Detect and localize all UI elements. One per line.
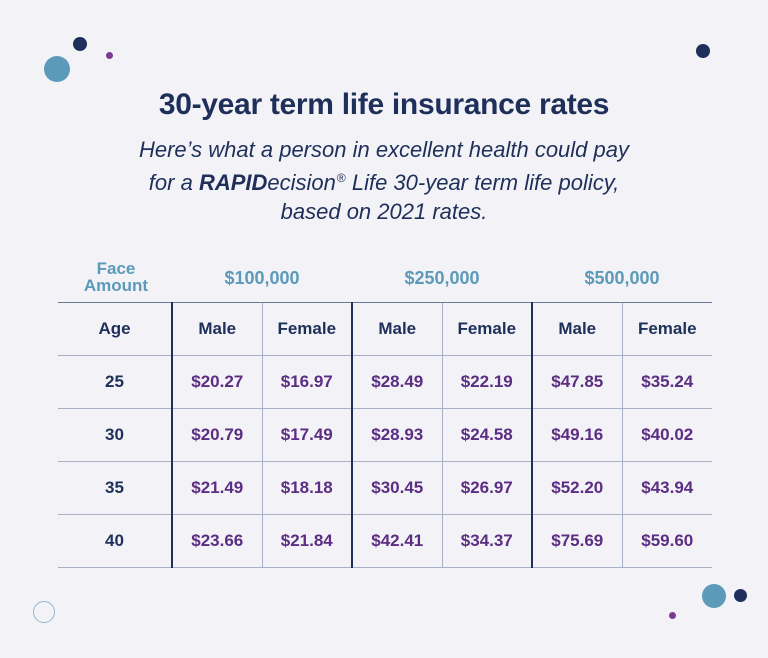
rate-cell: $18.18 — [261, 461, 352, 515]
age-cell: 25 — [58, 355, 172, 409]
brand-name-bold: RAPID — [198, 170, 268, 195]
rate-cell: $20.27 — [171, 355, 262, 409]
face-amount-header: $250,000 — [404, 268, 480, 288]
age-cell: 35 — [58, 461, 172, 515]
rate-cell: $16.97 — [261, 355, 352, 409]
face-amount-header: $100,000 — [224, 268, 300, 288]
face-amount-header: $500,000 — [584, 268, 660, 288]
rate-cell: $43.94 — [621, 461, 712, 515]
subtitle-line-1: Here’s what a person in excellent health… — [138, 137, 629, 162]
rate-cell: $75.69 — [531, 514, 622, 568]
male-column-header: Male — [351, 302, 442, 356]
decorative-dot — [669, 612, 676, 619]
table-row: 35 $21.49 $18.18 $30.45 $26.97 $52.20 $43.94 — [58, 461, 712, 515]
column-header-row: Age Male Female Male Female Male Female — [58, 302, 712, 356]
rate-cell: $52.20 — [531, 461, 622, 515]
face-amount-label-line-2: Amount — [83, 276, 149, 295]
rate-cell: $42.41 — [351, 514, 442, 568]
rates-table: Age Male Female Male Female Male Female … — [58, 302, 712, 568]
rate-cell: $30.45 — [351, 461, 442, 515]
female-column-header: Female — [441, 302, 532, 356]
subtitle-text: for a — [148, 170, 199, 195]
rate-cell: $20.79 — [171, 408, 262, 462]
female-column-header: Female — [261, 302, 352, 356]
face-amount-label-line-1: Face — [96, 259, 136, 278]
male-column-header: Male — [531, 302, 622, 356]
female-column-header: Female — [621, 302, 712, 356]
decorative-dot — [73, 37, 87, 51]
subtitle: Here’s what a person in excellent health… — [80, 135, 688, 226]
page-title: 30-year term life insurance rates — [158, 88, 610, 121]
decorative-ring — [33, 601, 55, 623]
rate-cell: $35.24 — [621, 355, 712, 409]
decorative-dot — [106, 52, 113, 59]
subtitle-line-2: for a RAPIDecision® Life 30-year term li… — [80, 164, 688, 197]
decorative-dot — [702, 584, 726, 608]
decorative-dot — [696, 44, 710, 58]
age-cell: 30 — [58, 408, 172, 462]
table-row: 30 $20.79 $17.49 $28.93 $24.58 $49.16 $40.02 — [58, 408, 712, 462]
subtitle-text: Life 30-year term life policy, — [345, 170, 620, 195]
rate-cell: $24.58 — [441, 408, 532, 462]
age-cell: 40 — [58, 514, 172, 568]
rate-cell: $34.37 — [441, 514, 532, 568]
decorative-dot — [44, 56, 70, 82]
table-row: 40 $23.66 $21.84 $42.41 $34.37 $75.69 $59.60 — [58, 514, 712, 568]
face-amount-label: Face Amount — [64, 260, 168, 294]
rate-cell: $21.84 — [261, 514, 352, 568]
male-column-header: Male — [171, 302, 262, 356]
rate-cell: $49.16 — [531, 408, 622, 462]
rate-cell: $23.66 — [171, 514, 262, 568]
rate-cell: $28.49 — [351, 355, 442, 409]
age-column-header: Age — [58, 302, 172, 356]
decorative-dot — [734, 589, 747, 602]
brand-name-rest: ecision — [267, 170, 336, 195]
subtitle-line-3: based on 2021 rates. — [280, 199, 488, 224]
rate-cell: $59.60 — [621, 514, 712, 568]
registered-mark: ® — [336, 171, 346, 185]
table-row: 25 $20.27 $16.97 $28.49 $22.19 $47.85 $35.24 — [58, 355, 712, 409]
rate-cell: $28.93 — [351, 408, 442, 462]
rate-cell: $47.85 — [531, 355, 622, 409]
rate-cell: $26.97 — [441, 461, 532, 515]
rate-cell: $17.49 — [261, 408, 352, 462]
rate-cell: $40.02 — [621, 408, 712, 462]
rate-cell: $22.19 — [441, 355, 532, 409]
rate-cell: $21.49 — [171, 461, 262, 515]
